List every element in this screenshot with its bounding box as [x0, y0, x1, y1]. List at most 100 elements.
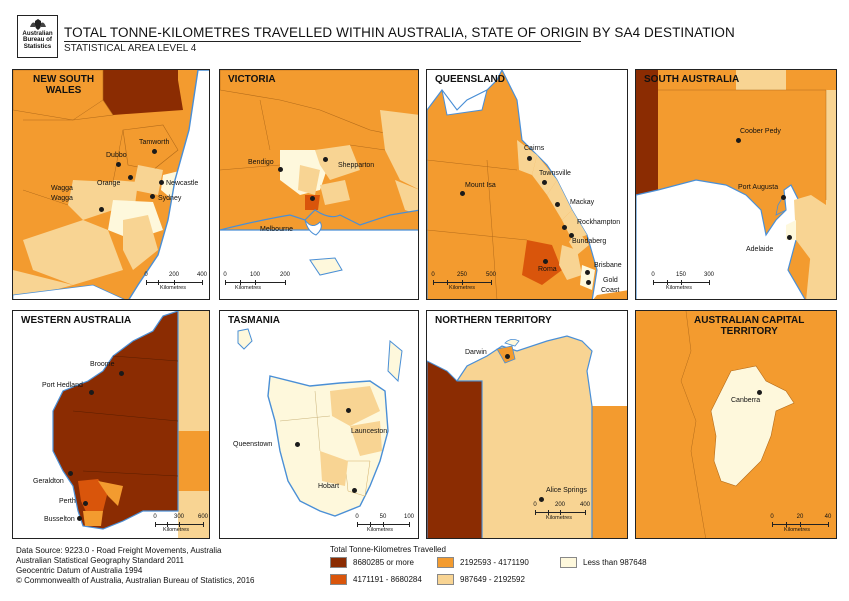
- scale-bar: 0 250 500 Kilometres: [431, 272, 498, 295]
- scale-tick: 0: [431, 272, 435, 278]
- place-label: Geraldton: [33, 478, 64, 485]
- place-label: Cairns: [524, 145, 545, 152]
- panel-title: TASMANIA: [228, 315, 281, 326]
- scale-unit: Kilometres: [784, 527, 810, 533]
- place-label: Hobart: [318, 483, 340, 490]
- panel-title-line: NEW SOUTH: [33, 74, 95, 85]
- scale-unit: Kilometres: [163, 527, 189, 533]
- scale-unit: Kilometres: [666, 285, 692, 291]
- legend-swatch: [560, 557, 577, 568]
- victoria-map: [220, 70, 418, 299]
- panel-northern-territory: NORTHERN TERRITORY Darwin Alice Springs …: [426, 310, 628, 539]
- panel-title-line: WALES: [45, 85, 82, 96]
- map-subtitle: STATISTICAL AREA LEVEL 4: [64, 43, 197, 54]
- place-marker: [99, 207, 104, 212]
- place-marker: [736, 138, 741, 143]
- scale-tick: 0: [651, 272, 655, 278]
- place-label: Sydney: [158, 195, 182, 202]
- scale-tick: 200: [554, 502, 566, 508]
- place-label: Perth: [59, 498, 76, 505]
- scale-tick: 0: [144, 272, 148, 278]
- legend-swatch: [330, 557, 347, 568]
- panel-title: AUSTRALIAN CAPITAL TERRITORY: [694, 315, 804, 337]
- scale-tick: 400: [196, 272, 208, 278]
- scale-bar: 0 100 200 Kilometres: [223, 272, 295, 295]
- place-marker: [89, 390, 94, 395]
- tasmania-map: [220, 311, 418, 538]
- scale-tick: 200: [279, 272, 291, 278]
- place-label: Melbourne: [260, 226, 294, 233]
- place-label: Brisbane: [594, 262, 622, 269]
- place-marker: [77, 516, 82, 521]
- place-label: Gold: [603, 277, 618, 284]
- place-label: Alice Springs: [546, 487, 587, 494]
- map-title: TOTAL TONNE-KILOMETRES TRAVELLED WITHIN …: [64, 25, 735, 40]
- panel-queensland: QUEENSLAND Cairns Townsville Mount Isa M…: [426, 69, 628, 300]
- scale-tick: 400: [579, 502, 591, 508]
- place-label: Newcastle: [166, 180, 199, 187]
- panel-western-australia: WESTERN AUSTRALIA Broome Port Hedland Ge…: [12, 310, 210, 539]
- act-map: [636, 311, 836, 538]
- place-marker: [586, 280, 591, 285]
- scale-tick: 300: [703, 272, 715, 278]
- place-label: Wagga: [51, 185, 73, 192]
- scale-tick: 0: [355, 514, 359, 520]
- place-marker: [346, 408, 351, 413]
- place-label: Townsville: [539, 170, 571, 177]
- coat-of-arms-icon: [29, 19, 46, 30]
- source-line: Geocentric Datum of Australia 1994: [16, 566, 143, 575]
- place-label: Adelaide: [746, 246, 774, 253]
- legend-label: 4171191 - 8680284: [353, 575, 422, 584]
- scale-bar: 0 150 300 Kilometres: [651, 272, 715, 295]
- scale-unit: Kilometres: [235, 285, 261, 291]
- place-marker: [569, 233, 574, 238]
- place-label: Shepparton: [338, 162, 375, 169]
- scale-bar: 0 200 400 Kilometres: [144, 272, 208, 295]
- panel-title: NORTHERN TERRITORY: [435, 315, 552, 326]
- scale-tick: 600: [197, 514, 209, 520]
- place-marker: [152, 149, 157, 154]
- place-marker: [150, 194, 155, 199]
- scale-tick: 0: [153, 514, 157, 520]
- scale-unit: Kilometres: [160, 285, 186, 291]
- place-label: Dubbo: [106, 152, 127, 159]
- place-marker: [116, 162, 121, 167]
- scale-bar: 0 50 100 Kilometres: [355, 514, 417, 537]
- place-marker: [543, 259, 548, 264]
- panel-title: QUEENSLAND: [435, 74, 506, 85]
- place-label: Canberra: [731, 397, 761, 404]
- western-australia-map: [13, 311, 209, 538]
- place-label: Bundaberg: [572, 238, 607, 245]
- place-marker: [119, 371, 124, 376]
- place-marker: [757, 390, 762, 395]
- place-marker: [781, 195, 786, 200]
- place-label: Coast: [601, 287, 620, 294]
- place-label: Mount Isa: [465, 182, 496, 189]
- panel-victoria: VICTORIA Bendigo Shepparton Melbourne 0 …: [219, 69, 419, 300]
- place-label: Rockhampton: [577, 219, 621, 226]
- panel-title-line: AUSTRALIAN CAPITAL: [694, 315, 805, 326]
- place-label: Coober Pedy: [740, 128, 781, 135]
- place-label: Wagga: [51, 195, 73, 202]
- scale-tick: 0: [770, 514, 774, 520]
- panel-tasmania: TASMANIA Launceston Queenstown Hobart 0 …: [219, 310, 419, 539]
- scale-tick: 100: [403, 514, 415, 520]
- panel-south-australia: SOUTH AUSTRALIA Coober Pedy Port Augusta…: [635, 69, 837, 300]
- abs-logo: Australian Bureau of Statistics: [17, 15, 58, 58]
- nsw-map: [13, 70, 209, 299]
- legend-swatch: [437, 574, 454, 585]
- legend-label: 2192593 - 4171190: [460, 558, 529, 567]
- scale-tick: 40: [824, 514, 832, 520]
- source-line: Australian Statistical Geography Standar…: [16, 556, 184, 565]
- place-label: Mackay: [570, 199, 595, 206]
- queensland-map: [427, 70, 627, 299]
- legend-label: 8680285 or more: [353, 558, 414, 567]
- south-australia-map: [636, 70, 836, 299]
- data-source-notes: Data Source: 9223.0 - Road Freight Movem…: [16, 546, 254, 586]
- legend-title: Total Tonne-Kilometres Travelled: [330, 545, 446, 554]
- place-label: Roma: [538, 266, 557, 273]
- place-marker: [787, 235, 792, 240]
- scale-unit: Kilometres: [546, 515, 572, 521]
- panel-title-line: TERRITORY: [720, 326, 778, 337]
- place-marker: [539, 497, 544, 502]
